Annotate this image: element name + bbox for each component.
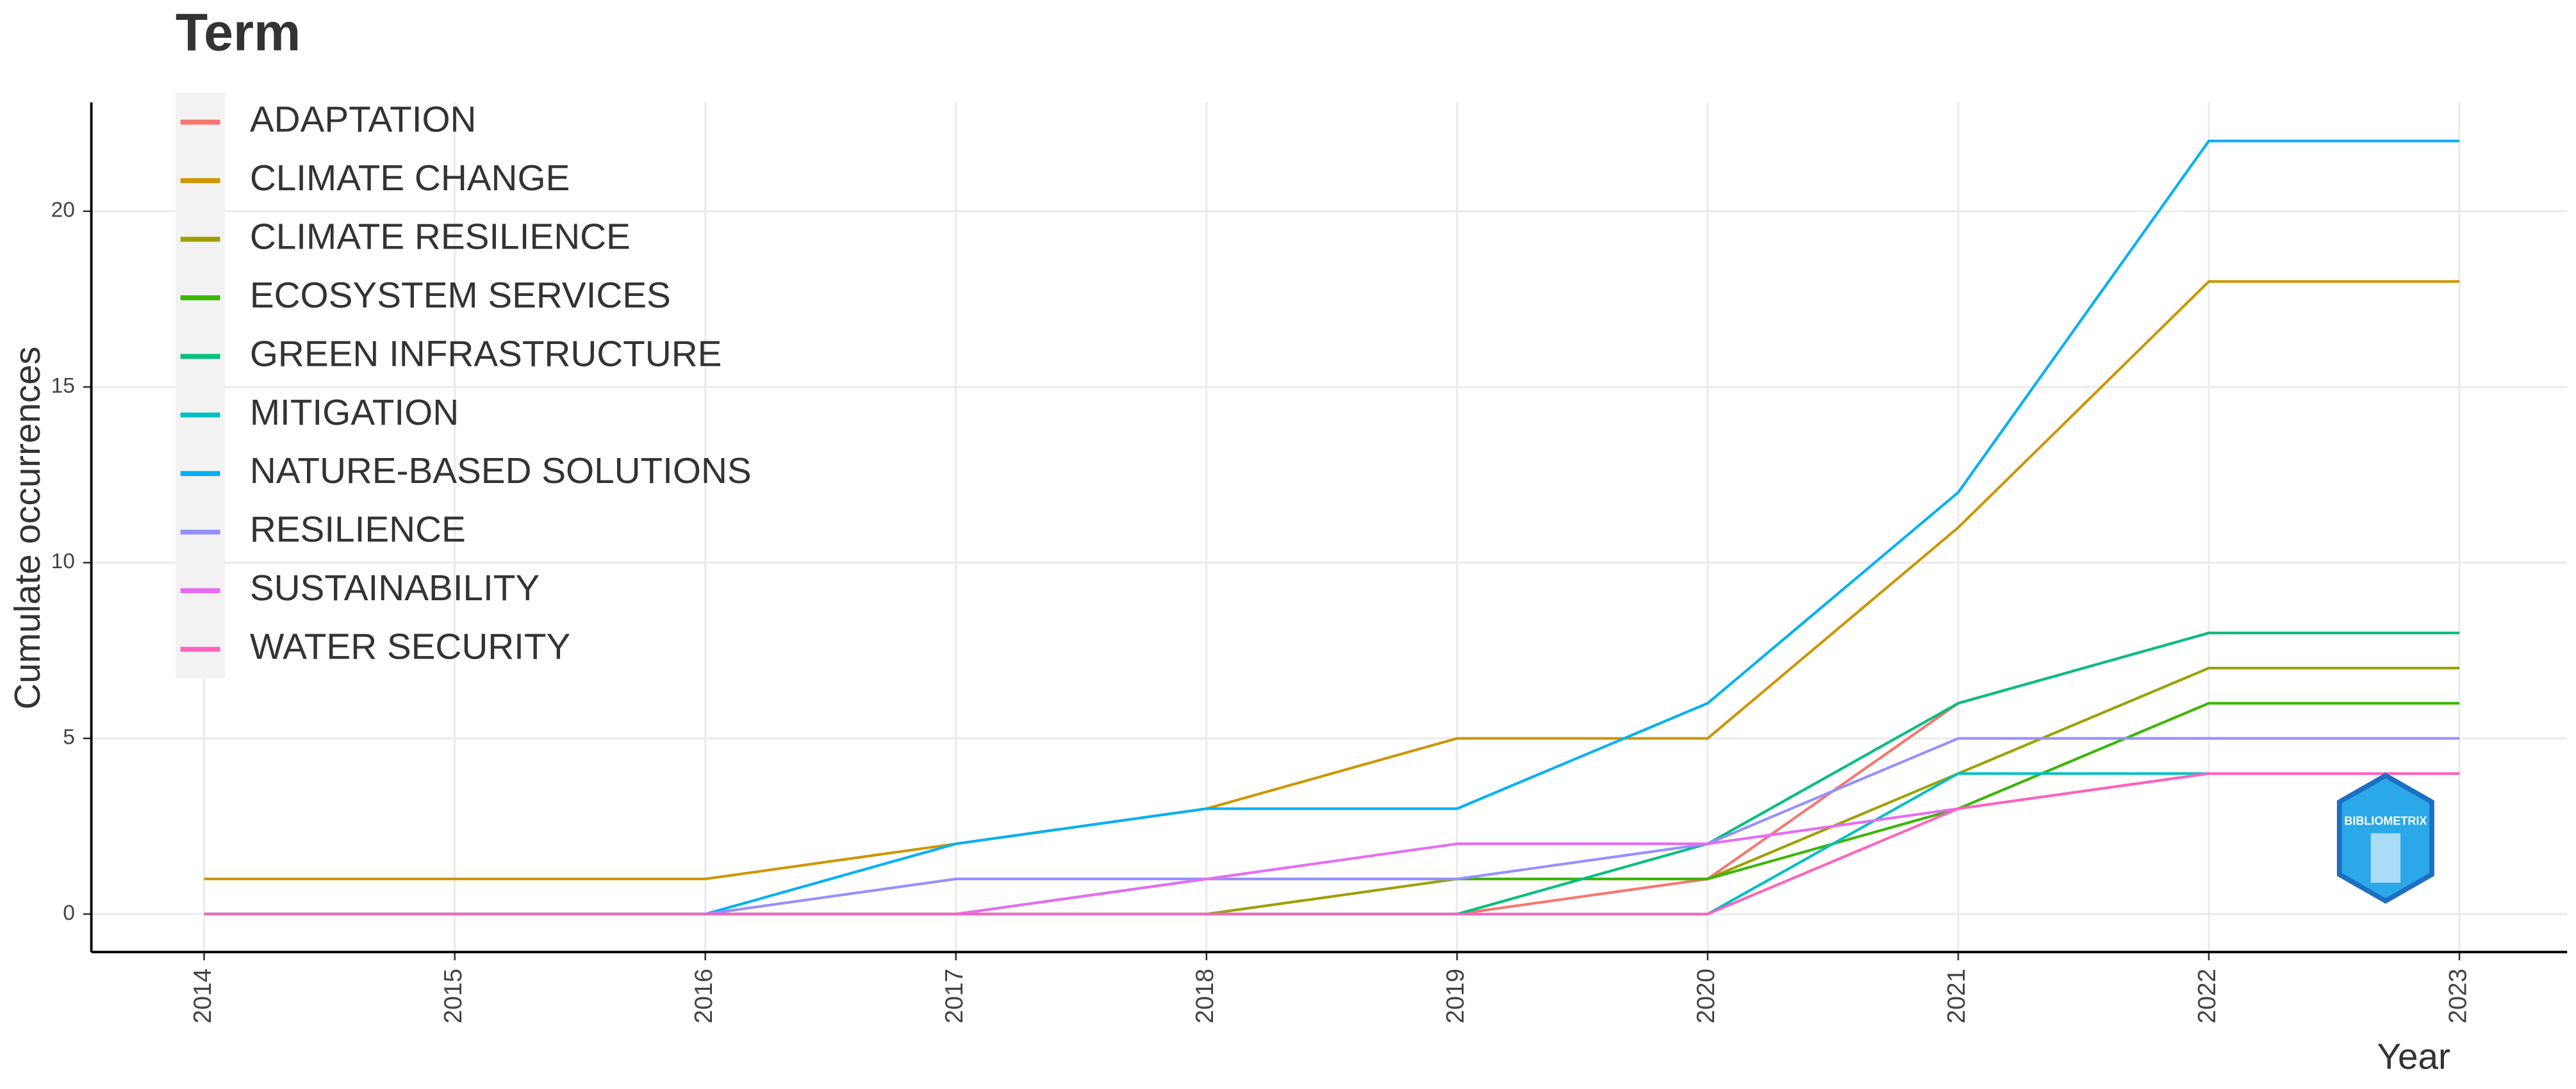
y-tick-label: 5 bbox=[63, 726, 75, 749]
y-tick-label: 10 bbox=[51, 550, 75, 573]
plot-area bbox=[204, 139, 2460, 916]
x-tick-label: 2017 bbox=[941, 969, 968, 1024]
logo: BIBLIOMETRIX bbox=[2336, 773, 2434, 904]
series-line bbox=[204, 772, 2460, 916]
x-tick-label: 2021 bbox=[1943, 969, 1970, 1024]
x-tick-label: 2023 bbox=[2444, 969, 2472, 1024]
series-line bbox=[204, 280, 2460, 881]
legend-title: Term bbox=[176, 3, 301, 61]
legend-label: ECOSYSTEM SERVICES bbox=[250, 275, 671, 316]
x-tick-label: 2016 bbox=[690, 969, 718, 1024]
legend-label: CLIMATE CHANGE bbox=[250, 158, 570, 199]
legend-label: WATER SECURITY bbox=[250, 627, 570, 667]
logo-text: BIBLIOMETRIX bbox=[2344, 814, 2427, 827]
series-line bbox=[204, 666, 2460, 916]
x-tick-label: 2019 bbox=[1442, 969, 1469, 1024]
legend: ADAPTATION CLIMATE CHANGE CLIMATE RESILIEN… bbox=[175, 92, 752, 678]
series-line bbox=[204, 772, 2460, 916]
legend-label: ADAPTATION bbox=[250, 100, 477, 140]
legend-label: SUSTAINABILITY bbox=[250, 568, 540, 609]
legend-label: MITIGATION bbox=[250, 393, 459, 433]
x-tick-label: 2018 bbox=[1191, 969, 1219, 1024]
legend-label: CLIMATE RESILIENCE bbox=[250, 217, 631, 257]
x-tick-label: 2015 bbox=[440, 969, 467, 1024]
legend-label: GREEN INFRASTRUCTURE bbox=[250, 334, 722, 374]
x-tick-label: 2014 bbox=[189, 969, 217, 1024]
y-tick-label: 15 bbox=[51, 374, 75, 398]
legend-key-background bbox=[175, 92, 226, 678]
x-tick-label: 2022 bbox=[2193, 969, 2221, 1024]
y-tick-label: 0 bbox=[63, 901, 75, 925]
y-tick-label: 20 bbox=[51, 199, 75, 222]
x-tick-label: 2020 bbox=[1692, 969, 1720, 1024]
legend-label: NATURE-BASED SOLUTIONS bbox=[250, 451, 752, 491]
legend-label: RESILIENCE bbox=[250, 510, 466, 550]
y-axis-label: Cumulate occurrences bbox=[8, 347, 48, 710]
series-line bbox=[204, 737, 2460, 916]
series-line bbox=[204, 772, 2460, 916]
x-axis-label: Year bbox=[2377, 1037, 2450, 1077]
